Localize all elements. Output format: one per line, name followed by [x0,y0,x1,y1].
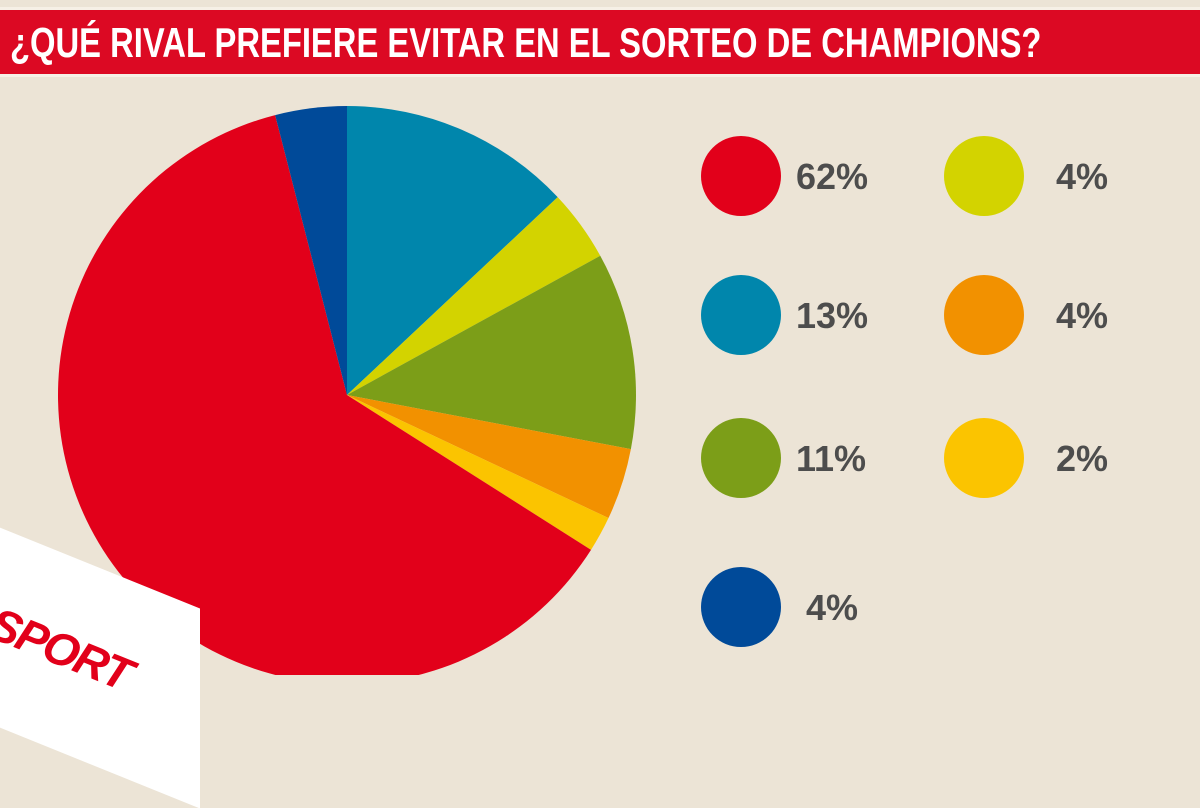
legend-swatch-1 [944,136,1024,216]
legend-swatch-4 [701,418,781,498]
legend-label-4: 11% [796,438,866,479]
pie-slice-62pct-5 [57,115,592,675]
legend-label-1: 4% [1056,156,1108,197]
legend-swatch-5 [944,418,1024,498]
legend: 62% 4% 13% 4% 11% 2% 4% [701,136,1108,647]
title-bar: ¿QUÉ RIVAL PREFIERE EVITAR EN EL SORTEO … [0,7,1200,77]
legend-swatch-6 [701,567,781,647]
legend-label-3: 4% [1056,295,1108,336]
legend-swatch-2 [701,275,781,355]
legend-label-0: 62% [796,156,868,197]
pie-slice-13pct-0 [347,106,558,395]
legend-label-6: 4% [806,587,858,628]
pie-slice-2pct-4 [347,395,609,550]
pie-slice-4pct-3 [347,395,631,519]
pie-slice-4pct-6 [275,106,347,395]
pie-slice-4pct-1 [347,197,601,395]
pie-chart: 62% 4% 13% 4% 11% 2% 4% [57,106,1108,675]
legend-swatch-3 [944,275,1024,355]
pie-slice-11pct-2 [347,255,636,450]
legend-swatch-0 [701,136,781,216]
chart-title: ¿QUÉ RIVAL PREFIERE EVITAR EN EL SORTEO … [10,19,1042,66]
pie-slices [57,106,636,675]
legend-label-2: 13% [796,295,868,336]
legend-label-5: 2% [1056,438,1108,479]
